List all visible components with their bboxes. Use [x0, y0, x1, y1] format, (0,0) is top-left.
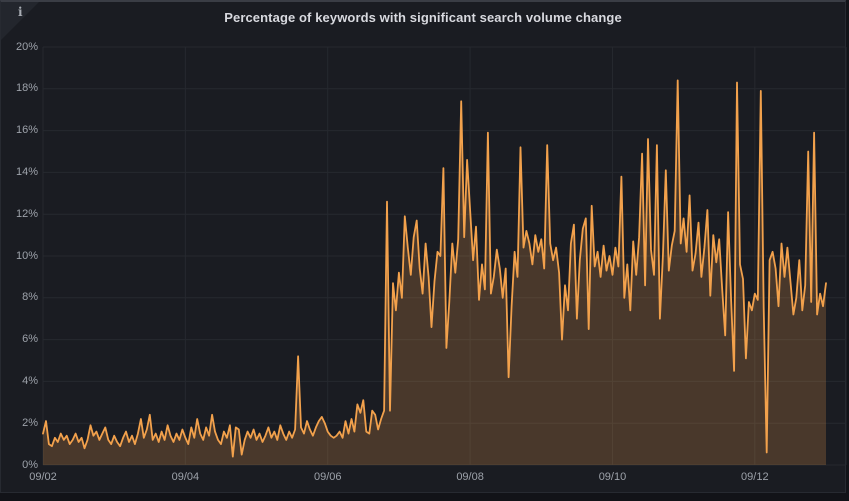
y-tick-label: 8%	[22, 291, 38, 304]
y-tick-label: 14%	[15, 165, 38, 178]
y-tick-label: 6%	[22, 333, 38, 346]
panel-title: Percentage of keywords with significant …	[224, 9, 622, 25]
series-line	[42, 79, 827, 458]
panel-header[interactable]: Percentage of keywords with significant …	[1, 2, 845, 32]
series-area-fill	[43, 80, 826, 466]
y-tick-label: 20%	[15, 40, 38, 53]
y-tick-label: 10%	[15, 249, 38, 262]
y-tick-label: 12%	[15, 207, 38, 220]
y-tick-label: 18%	[15, 82, 38, 95]
x-tick-label: 09/12	[741, 471, 769, 483]
y-tick-label: 4%	[22, 374, 38, 387]
y-tick-label: 0%	[22, 458, 38, 471]
x-tick-label: 09/04	[171, 471, 200, 483]
info-icon: i	[18, 5, 23, 19]
x-tick-label: 09/02	[29, 471, 57, 483]
x-tick-label: 09/06	[313, 471, 342, 483]
y-tick-label: 16%	[15, 124, 38, 137]
x-tick-label: 09/10	[598, 471, 627, 483]
y-tick-label: 2%	[22, 416, 38, 429]
x-tick-label: 09/08	[456, 471, 484, 483]
